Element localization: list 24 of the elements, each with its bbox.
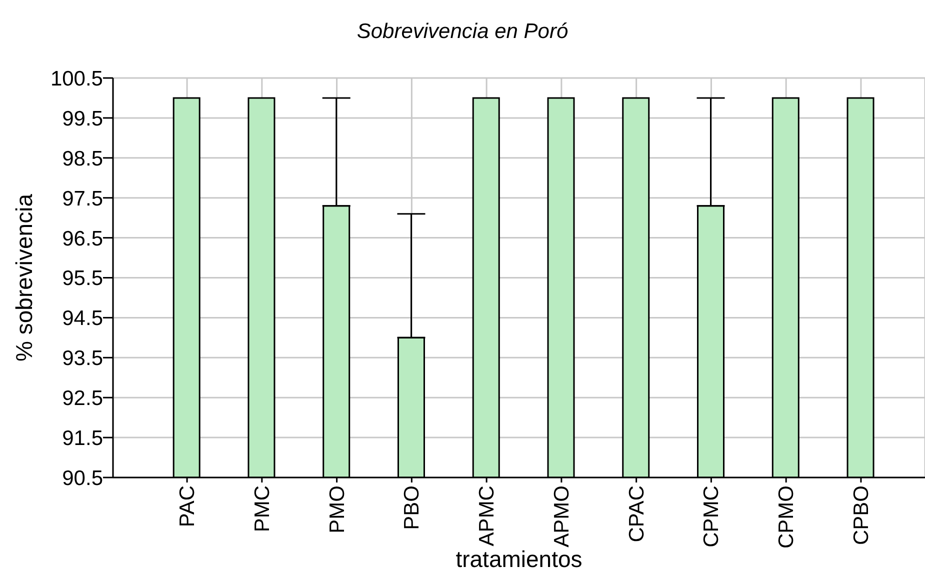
x-tick-label: APMO [550,486,573,548]
x-axis-title: tratamientos [456,546,582,572]
y-tick-label: 97.5 [62,187,103,210]
x-tick-label: CPMC [700,486,723,548]
y-axis-title: % sobrevivencia [11,194,37,362]
x-tick-label: APMC [475,486,498,546]
y-tick-label: 100.5 [50,67,103,90]
x-tick-label: CPMO [774,486,798,548]
y-tick-label: 94.5 [62,307,103,330]
x-tick-label: PMO [325,486,348,534]
y-tick-label: 93.5 [62,347,103,370]
y-tick-label: 96.5 [62,227,103,250]
y-tick-label: 95.5 [62,267,103,290]
y-tick-label: 91.5 [62,427,103,450]
x-tick-label: CPAC [624,486,648,542]
x-tick-label: PBO [400,486,424,530]
chart-title: Sobrevivencia en Poró [356,20,568,43]
y-tick-label: 98.5 [62,147,103,170]
x-tick-label: PAC [176,486,199,528]
x-tick-label: CPBO [849,486,872,546]
y-tick-label: 90.5 [62,466,103,490]
y-tick-label: 99.5 [62,107,103,130]
x-tick-label: PMC [250,486,274,532]
y-tick-label: 92.5 [62,387,103,410]
